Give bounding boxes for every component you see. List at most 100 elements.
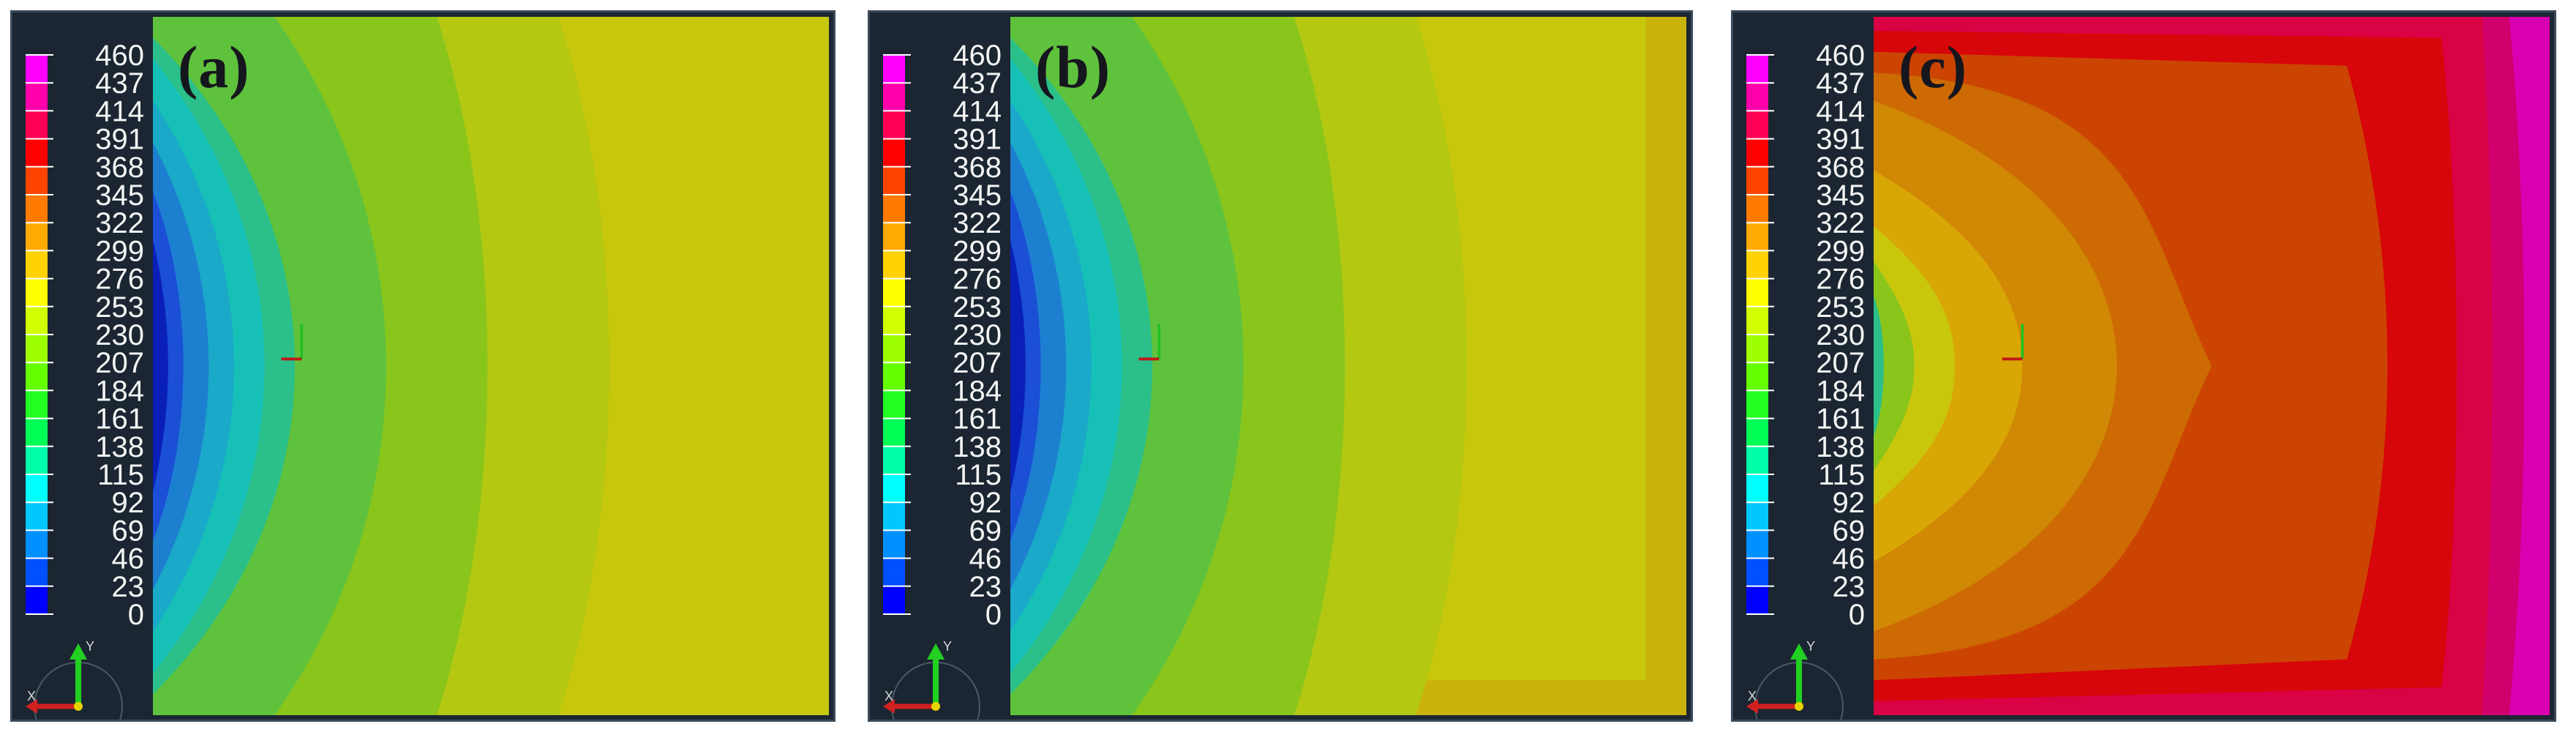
legend-color-band (1746, 335, 1768, 363)
legend-color-band (1746, 55, 1768, 83)
legend-tick-label: 299 (1816, 235, 1865, 267)
legend-tick-label: 414 (95, 95, 144, 127)
legend-tick-label: 299 (95, 235, 144, 267)
axis-triad: YX (883, 639, 980, 720)
legend-tick-label: 391 (953, 124, 1002, 156)
legend-color-band (26, 586, 48, 614)
legend-color-band (883, 530, 905, 559)
panel-label-b: (b) (1035, 34, 1111, 100)
legend-color-band (26, 166, 48, 195)
legend-color-band (26, 278, 48, 307)
legend-color-band (26, 418, 48, 447)
legend-tick-label: 92 (969, 487, 1002, 519)
legend-color-band (1746, 446, 1768, 474)
legend-tick-label: 253 (1816, 291, 1865, 324)
contour-panel-a: 460 437 414 391 368 345 322 299 276 253 230 207 184 1… (10, 10, 835, 722)
legend-color-band (883, 418, 905, 447)
legend-tick-label: 161 (1816, 403, 1865, 436)
legend-color-band (883, 362, 905, 391)
legend-tick-label: 184 (1816, 375, 1865, 407)
legend-color-band (1746, 83, 1768, 111)
legend-color-band (26, 111, 48, 139)
legend-tick-label: 23 (969, 571, 1002, 603)
legend-tick-label: 69 (1833, 515, 1866, 547)
legend-tick-label: 437 (1816, 67, 1865, 100)
legend-color-band (26, 55, 48, 83)
legend-tick-label: 207 (1816, 347, 1865, 379)
legend-scale: 4604374143913683453222992762532302071841… (883, 40, 1002, 720)
legend-tick-label: 276 (95, 264, 144, 296)
legend-tick-label: 184 (953, 375, 1002, 407)
legend-color-band (883, 83, 905, 111)
legend-color-band (883, 390, 905, 419)
x-axis-label: X (885, 689, 893, 703)
legend-color-band (883, 55, 905, 83)
legend-color-band (26, 558, 48, 586)
y-axis-label: Y (1806, 639, 1815, 654)
legend-color-band (26, 474, 48, 503)
legend-color-band (1746, 195, 1768, 223)
legend-color-band (883, 195, 905, 223)
legend-tick-label: 115 (1818, 459, 1865, 491)
legend-color-band (1746, 138, 1768, 167)
color-legend-b: 460 437 414 391 368 345 322 299 276 253 230 207 184 1… (870, 12, 1010, 720)
legend-tick-label: 322 (953, 207, 1002, 239)
legend-color-band (1746, 306, 1768, 335)
legend-tick-label: 276 (953, 264, 1002, 296)
legend-tick-label: 161 (953, 403, 1002, 436)
axis-triad: YX (26, 639, 123, 720)
legend-tick-label: 414 (1816, 95, 1865, 127)
contour-panel-b: 460 437 414 391 368 345 322 299 276 253 230 207 184 1… (868, 10, 1693, 722)
legend-tick-label: 0 (128, 599, 144, 631)
legend-tick-label: 92 (112, 487, 145, 519)
legend-color-band (883, 138, 905, 167)
legend-scale: 4604374143913683453222992762532302071841… (1746, 40, 1866, 720)
legend-color-band (883, 166, 905, 195)
legend-color-band (883, 250, 905, 279)
legend-color-band (883, 586, 905, 614)
legend-color-band (883, 306, 905, 335)
legend-color-band (1746, 530, 1768, 559)
legend-tick-label: 138 (95, 431, 144, 463)
legend-color-band (883, 223, 905, 251)
legend-tick-label: 230 (95, 319, 144, 351)
legend-scale: 4604374143913683453222992762532302071841… (26, 40, 145, 720)
legend-tick-label: 23 (112, 571, 145, 603)
contour-panel-c: 460 437 414 391 368 345 322 299 276 253 230 207 184 1… (1731, 10, 2556, 722)
legend-color-band (26, 362, 48, 391)
legend-color-band (26, 306, 48, 335)
legend-color-band (1746, 586, 1768, 614)
legend-tick-label: 299 (953, 235, 1002, 267)
contour-field-c (1874, 17, 2550, 715)
legend-tick-label: 0 (1849, 599, 1865, 631)
legend-tick-label: 46 (1833, 543, 1866, 575)
legend-tick-label: 368 (953, 152, 1002, 184)
legend-tick-label: 460 (95, 40, 144, 72)
legend-tick-label: 391 (1816, 124, 1865, 156)
legend-tick-label: 253 (953, 291, 1002, 324)
legend-tick-label: 345 (95, 179, 144, 212)
legend-tick-label: 207 (95, 347, 144, 379)
legend-tick-label: 345 (1816, 179, 1865, 212)
legend-tick-label: 253 (95, 291, 144, 324)
legend-tick-label: 115 (97, 459, 144, 491)
contour-field-a (153, 17, 829, 715)
legend-color-band (883, 335, 905, 363)
legend-color-band (1746, 362, 1768, 391)
color-legend-c: 460 437 414 391 368 345 322 299 276 253 230 207 184 1… (1733, 12, 1874, 720)
legend-color-band (26, 195, 48, 223)
legend-color-band (26, 250, 48, 279)
legend-tick-label: 368 (95, 152, 144, 184)
legend-tick-label: 322 (1816, 207, 1865, 239)
color-legend-a: 460 437 414 391 368 345 322 299 276 253 230 207 184 1… (12, 12, 153, 720)
legend-color-band (26, 502, 48, 531)
legend-color-band (26, 530, 48, 559)
legend-tick-label: 230 (953, 319, 1002, 351)
legend-color-band (883, 558, 905, 586)
legend-tick-label: 115 (955, 459, 1002, 491)
y-axis-label: Y (86, 639, 94, 654)
legend-tick-label: 322 (95, 207, 144, 239)
legend-color-band (1746, 474, 1768, 503)
legend-color-band (1746, 502, 1768, 531)
legend-tick-label: 437 (953, 67, 1002, 100)
